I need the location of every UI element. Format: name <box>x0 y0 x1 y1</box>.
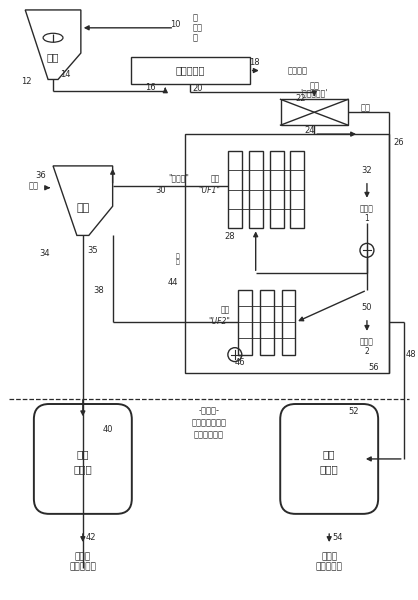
Text: 稀释: 稀释 <box>76 203 89 212</box>
Text: 1: 1 <box>364 214 370 223</box>
Text: 38: 38 <box>93 286 104 295</box>
Text: 52: 52 <box>349 407 359 416</box>
Text: "截留物": "截留物" <box>168 173 189 182</box>
Text: 42: 42 <box>86 533 96 542</box>
Text: 搅取: 搅取 <box>47 53 59 62</box>
Text: 渗透液: 渗透液 <box>360 337 374 346</box>
Text: 卡诺拉: 卡诺拉 <box>75 553 91 562</box>
Text: 48: 48 <box>405 350 416 359</box>
Text: 46: 46 <box>234 358 245 367</box>
Text: 浓缩: 浓缩 <box>221 305 230 314</box>
Text: "UF1": "UF1" <box>198 186 220 195</box>
Text: 残余相粉: 残余相粉 <box>288 66 307 75</box>
Text: 54: 54 <box>332 533 342 542</box>
Text: 34: 34 <box>40 249 51 258</box>
Bar <box>228 151 242 229</box>
Text: 28: 28 <box>224 232 235 241</box>
Text: "UF2": "UF2" <box>208 317 230 326</box>
Text: 上
清: 上 清 <box>175 253 179 265</box>
Text: -可选的-: -可选的- <box>199 407 219 416</box>
Text: 26: 26 <box>393 137 404 146</box>
Text: 36: 36 <box>36 172 46 181</box>
Text: 喷雾: 喷雾 <box>323 449 336 459</box>
Text: 50: 50 <box>362 304 372 313</box>
Text: '离心和过滤': '离心和过滤' <box>301 88 328 97</box>
Text: 卡诺拉: 卡诺拉 <box>321 553 337 562</box>
Text: 粗粉: 粗粉 <box>192 23 202 32</box>
Text: 水: 水 <box>192 13 197 22</box>
Text: 18: 18 <box>250 58 260 67</box>
Text: 22: 22 <box>295 94 306 103</box>
Text: 细粉: 细粉 <box>361 104 371 113</box>
Bar <box>281 290 296 355</box>
Text: 净化: 净化 <box>309 81 319 90</box>
Bar <box>238 290 252 355</box>
Text: 35: 35 <box>87 246 98 255</box>
Bar <box>249 151 263 229</box>
Text: 盐: 盐 <box>192 33 197 42</box>
Text: 干燥器: 干燥器 <box>320 464 339 474</box>
Text: 44: 44 <box>168 278 178 287</box>
Text: 32: 32 <box>362 166 372 175</box>
Text: 56: 56 <box>369 363 379 372</box>
Bar <box>280 100 348 125</box>
Text: 真空过滤带: 真空过滤带 <box>176 65 205 76</box>
Text: 12: 12 <box>21 77 32 86</box>
Text: 产生混合产物: 产生混合产物 <box>194 431 224 440</box>
Text: 16: 16 <box>145 83 155 92</box>
Text: 40: 40 <box>102 425 113 434</box>
Text: 2: 2 <box>364 347 370 356</box>
Text: 浓缩: 浓缩 <box>211 175 220 184</box>
Bar <box>291 151 304 229</box>
Text: 渗透液: 渗透液 <box>360 204 374 213</box>
Bar <box>185 134 389 373</box>
Bar <box>130 56 250 85</box>
Text: 30: 30 <box>155 186 166 195</box>
Text: 在干燥之前混合: 在干燥之前混合 <box>191 419 227 428</box>
Text: 24: 24 <box>304 125 315 134</box>
Text: 喷雾: 喷雾 <box>76 449 89 459</box>
Bar <box>270 151 283 229</box>
Text: 蛋白分离物: 蛋白分离物 <box>316 562 343 571</box>
Text: 14: 14 <box>60 70 70 79</box>
Text: 10: 10 <box>170 20 181 29</box>
Text: 干燥器: 干燥器 <box>74 464 92 474</box>
Text: 蛋白分离物: 蛋白分离物 <box>69 562 96 571</box>
Text: 20: 20 <box>193 84 203 93</box>
Text: 冷水: 冷水 <box>28 181 38 190</box>
Bar <box>260 290 273 355</box>
